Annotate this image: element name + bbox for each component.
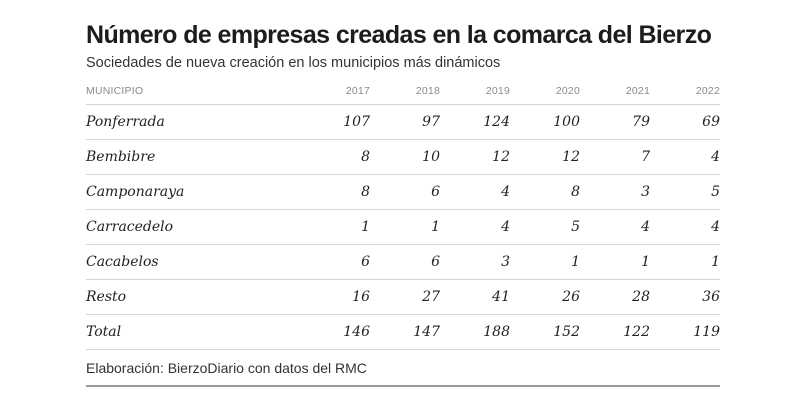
- value-cell: 4: [440, 174, 510, 210]
- table-row: Ponferrada 107 97 124 100 79 69: [86, 104, 720, 140]
- row-label-cell: Resto: [86, 279, 300, 315]
- column-header-2017: 2017: [300, 78, 370, 105]
- value-cell: 152: [510, 314, 580, 350]
- row-label-cell: Total: [86, 314, 300, 350]
- value-cell: 27: [370, 279, 440, 315]
- value-cell: 4: [650, 139, 720, 175]
- value-cell: 4: [650, 209, 720, 245]
- value-cell: 36: [650, 279, 720, 315]
- value-cell: 188: [440, 314, 510, 350]
- table-row: Total 146 147 188 152 122 119: [86, 314, 720, 350]
- value-cell: 26: [510, 279, 580, 315]
- value-cell: 12: [440, 139, 510, 175]
- chart-title: Número de empresas creadas en la comarca…: [86, 21, 712, 49]
- value-cell: 8: [510, 174, 580, 210]
- table-row: Bembibre 8 10 12 12 7 4: [86, 139, 720, 175]
- chart-container: Número de empresas creadas en la comarca…: [86, 18, 720, 387]
- value-cell: 1: [580, 244, 650, 280]
- row-label-cell: Cacabelos: [86, 244, 300, 280]
- column-header-2022: 2022: [650, 78, 720, 105]
- table-row: Camponaraya 8 6 4 8 3 5: [86, 174, 720, 210]
- value-cell: 6: [370, 174, 440, 210]
- value-cell: 1: [370, 209, 440, 245]
- column-header-2019: 2019: [440, 78, 510, 105]
- value-cell: 12: [510, 139, 580, 175]
- row-label-cell: Ponferrada: [86, 104, 300, 140]
- table-row: Carracedelo 1 1 4 5 4 4: [86, 209, 720, 245]
- value-cell: 147: [370, 314, 440, 350]
- value-cell: 119: [650, 314, 720, 350]
- value-cell: 8: [300, 139, 370, 175]
- value-cell: 1: [650, 244, 720, 280]
- value-cell: 146: [300, 314, 370, 350]
- column-header-2018: 2018: [370, 78, 440, 105]
- column-header-2020: 2020: [510, 78, 580, 105]
- value-cell: 6: [370, 244, 440, 280]
- value-cell: 124: [440, 104, 510, 140]
- value-cell: 16: [300, 279, 370, 315]
- value-cell: 41: [440, 279, 510, 315]
- value-cell: 79: [580, 104, 650, 140]
- source-note: Elaboración: BierzoDiario con datos del …: [86, 350, 720, 387]
- value-cell: 28: [580, 279, 650, 315]
- value-cell: 3: [580, 174, 650, 210]
- value-cell: 5: [510, 209, 580, 245]
- value-cell: 100: [510, 104, 580, 140]
- row-label-cell: Carracedelo: [86, 209, 300, 245]
- value-cell: 122: [580, 314, 650, 350]
- value-cell: 69: [650, 104, 720, 140]
- data-table: MUNICIPIO 2017 2018 2019 2020 2021 2022 …: [86, 78, 720, 350]
- value-cell: 3: [440, 244, 510, 280]
- value-cell: 8: [300, 174, 370, 210]
- chart-subtitle: Sociedades de nueva creación en los muni…: [86, 55, 501, 71]
- table-row: Cacabelos 6 6 3 1 1 1: [86, 244, 720, 280]
- row-label-cell: Camponaraya: [86, 174, 300, 210]
- value-cell: 107: [300, 104, 370, 140]
- value-cell: 5: [650, 174, 720, 210]
- value-cell: 10: [370, 139, 440, 175]
- value-cell: 4: [580, 209, 650, 245]
- table-row: Resto 16 27 41 26 28 36: [86, 279, 720, 315]
- header-row: MUNICIPIO 2017 2018 2019 2020 2021 2022: [86, 78, 720, 105]
- value-cell: 4: [440, 209, 510, 245]
- value-cell: 1: [300, 209, 370, 245]
- value-cell: 6: [300, 244, 370, 280]
- column-header-municipio: MUNICIPIO: [86, 78, 300, 105]
- value-cell: 1: [510, 244, 580, 280]
- value-cell: 7: [580, 139, 650, 175]
- row-label-cell: Bembibre: [86, 139, 300, 175]
- value-cell: 97: [370, 104, 440, 140]
- table-body: Ponferrada 107 97 124 100 79 69 Bembibre 8 10 12 12…: [86, 104, 720, 350]
- column-header-2021: 2021: [580, 78, 650, 105]
